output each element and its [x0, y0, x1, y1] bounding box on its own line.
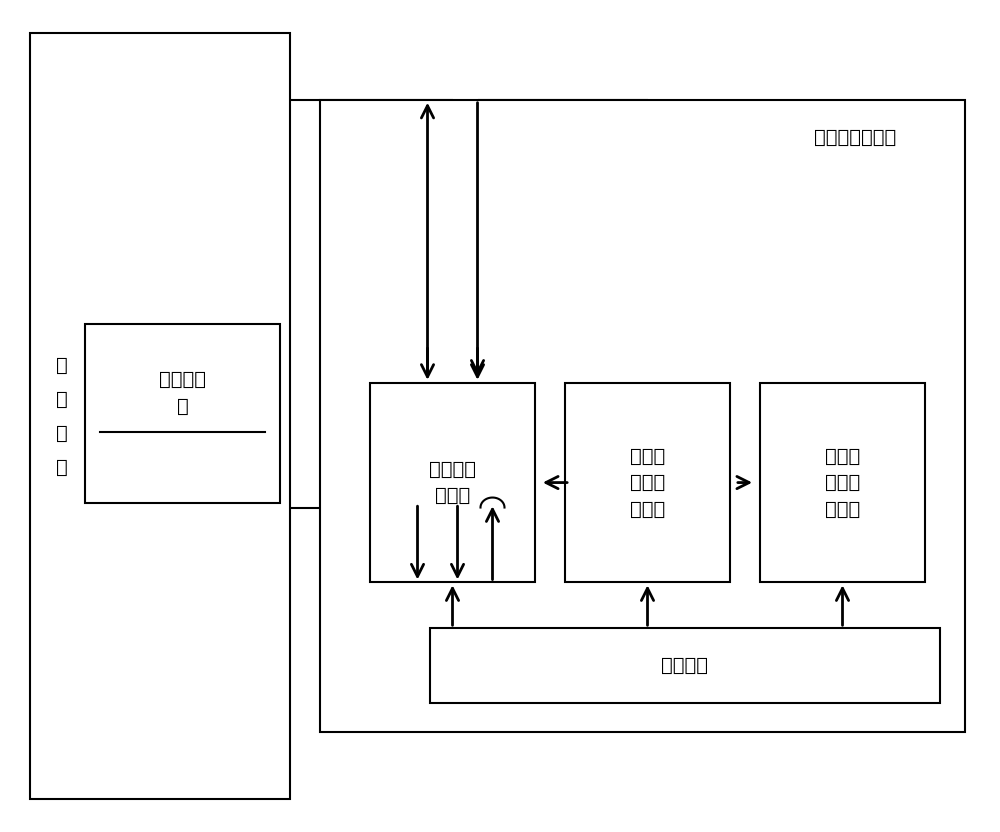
- Bar: [30, 33, 290, 799]
- Text: 防开路失效组件: 防开路失效组件: [814, 128, 896, 146]
- Text: 电源模块: 电源模块: [662, 656, 708, 675]
- Bar: [85, 324, 280, 503]
- Text: 蓄
电
池
组: 蓄 电 池 组: [56, 355, 68, 477]
- Bar: [320, 100, 965, 732]
- Bar: [370, 383, 535, 582]
- Text: 数据处
理与通
信模块: 数据处 理与通 信模块: [825, 447, 860, 518]
- Bar: [565, 383, 730, 582]
- Text: 信息采
集与控
制模块: 信息采 集与控 制模块: [630, 447, 665, 518]
- Text: 双向充放
电模块: 双向充放 电模块: [429, 460, 476, 505]
- Bar: [430, 628, 940, 703]
- Text: 蓄电池单
体: 蓄电池单 体: [159, 370, 206, 416]
- Bar: [760, 383, 925, 582]
